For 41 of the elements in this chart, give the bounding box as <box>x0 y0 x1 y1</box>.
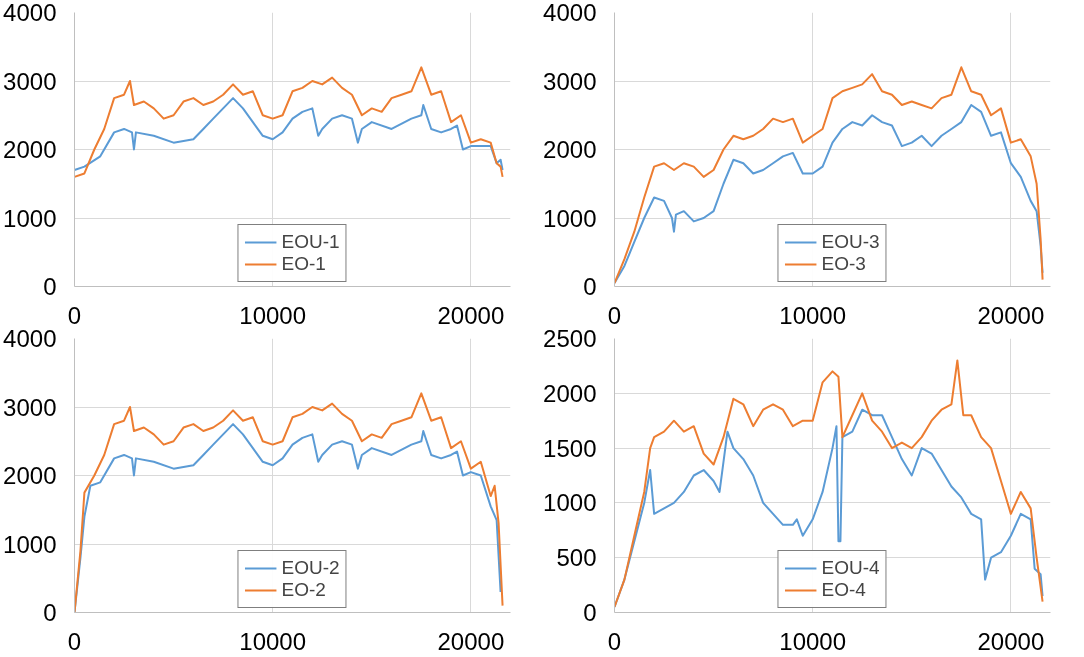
x-tick-label: 10000 <box>239 627 307 655</box>
x-tick-label: 20000 <box>437 301 505 329</box>
x-tick-label: 0 <box>607 627 622 655</box>
y-tick-label: 2000 <box>543 379 597 407</box>
x-tick-label: 0 <box>67 301 82 329</box>
y-tick-label: 2000 <box>3 136 57 163</box>
y-tick-label: 3000 <box>3 393 57 421</box>
legend-label: EOU-4 <box>821 557 880 579</box>
x-tick-label: 10000 <box>779 627 847 655</box>
legend-label: EO-3 <box>821 253 866 275</box>
y-tick-label: 4000 <box>3 325 57 352</box>
x-tick-label: 10000 <box>239 301 307 329</box>
x-tick-label: 20000 <box>977 301 1045 329</box>
y-tick-label: 1000 <box>3 204 57 232</box>
x-tick-label: 20000 <box>437 627 505 655</box>
legend-label: EOU-2 <box>281 557 340 579</box>
y-tick-label: 0 <box>43 273 57 300</box>
y-tick-label: 2500 <box>543 325 597 352</box>
y-tick-label: 4000 <box>543 0 597 26</box>
y-tick-label: 2000 <box>3 462 57 489</box>
y-tick-label: 0 <box>43 599 57 626</box>
legend-label: EO-2 <box>281 579 326 601</box>
y-tick-label: 0 <box>583 273 597 300</box>
y-tick-label: 3000 <box>3 67 57 95</box>
legend-label: EOU-1 <box>281 231 340 253</box>
x-tick-label: 0 <box>67 627 82 655</box>
x-tick-label: 0 <box>607 301 622 329</box>
legend-label: EOU-3 <box>821 231 880 253</box>
x-tick-label: 20000 <box>977 627 1045 655</box>
y-tick-label: 2000 <box>543 136 597 163</box>
y-tick-label: 0 <box>583 599 597 626</box>
y-tick-label: 1000 <box>543 489 597 517</box>
y-tick-label: 3000 <box>543 67 597 95</box>
legend-label: EO-1 <box>281 253 326 275</box>
y-tick-label: 1000 <box>3 530 57 558</box>
x-tick-label: 10000 <box>779 301 847 329</box>
y-tick-label: 4000 <box>3 0 57 26</box>
y-tick-label: 1000 <box>543 204 597 232</box>
y-tick-label: 1500 <box>543 434 597 462</box>
legend-label: EO-4 <box>821 579 866 601</box>
y-tick-label: 500 <box>556 544 597 572</box>
